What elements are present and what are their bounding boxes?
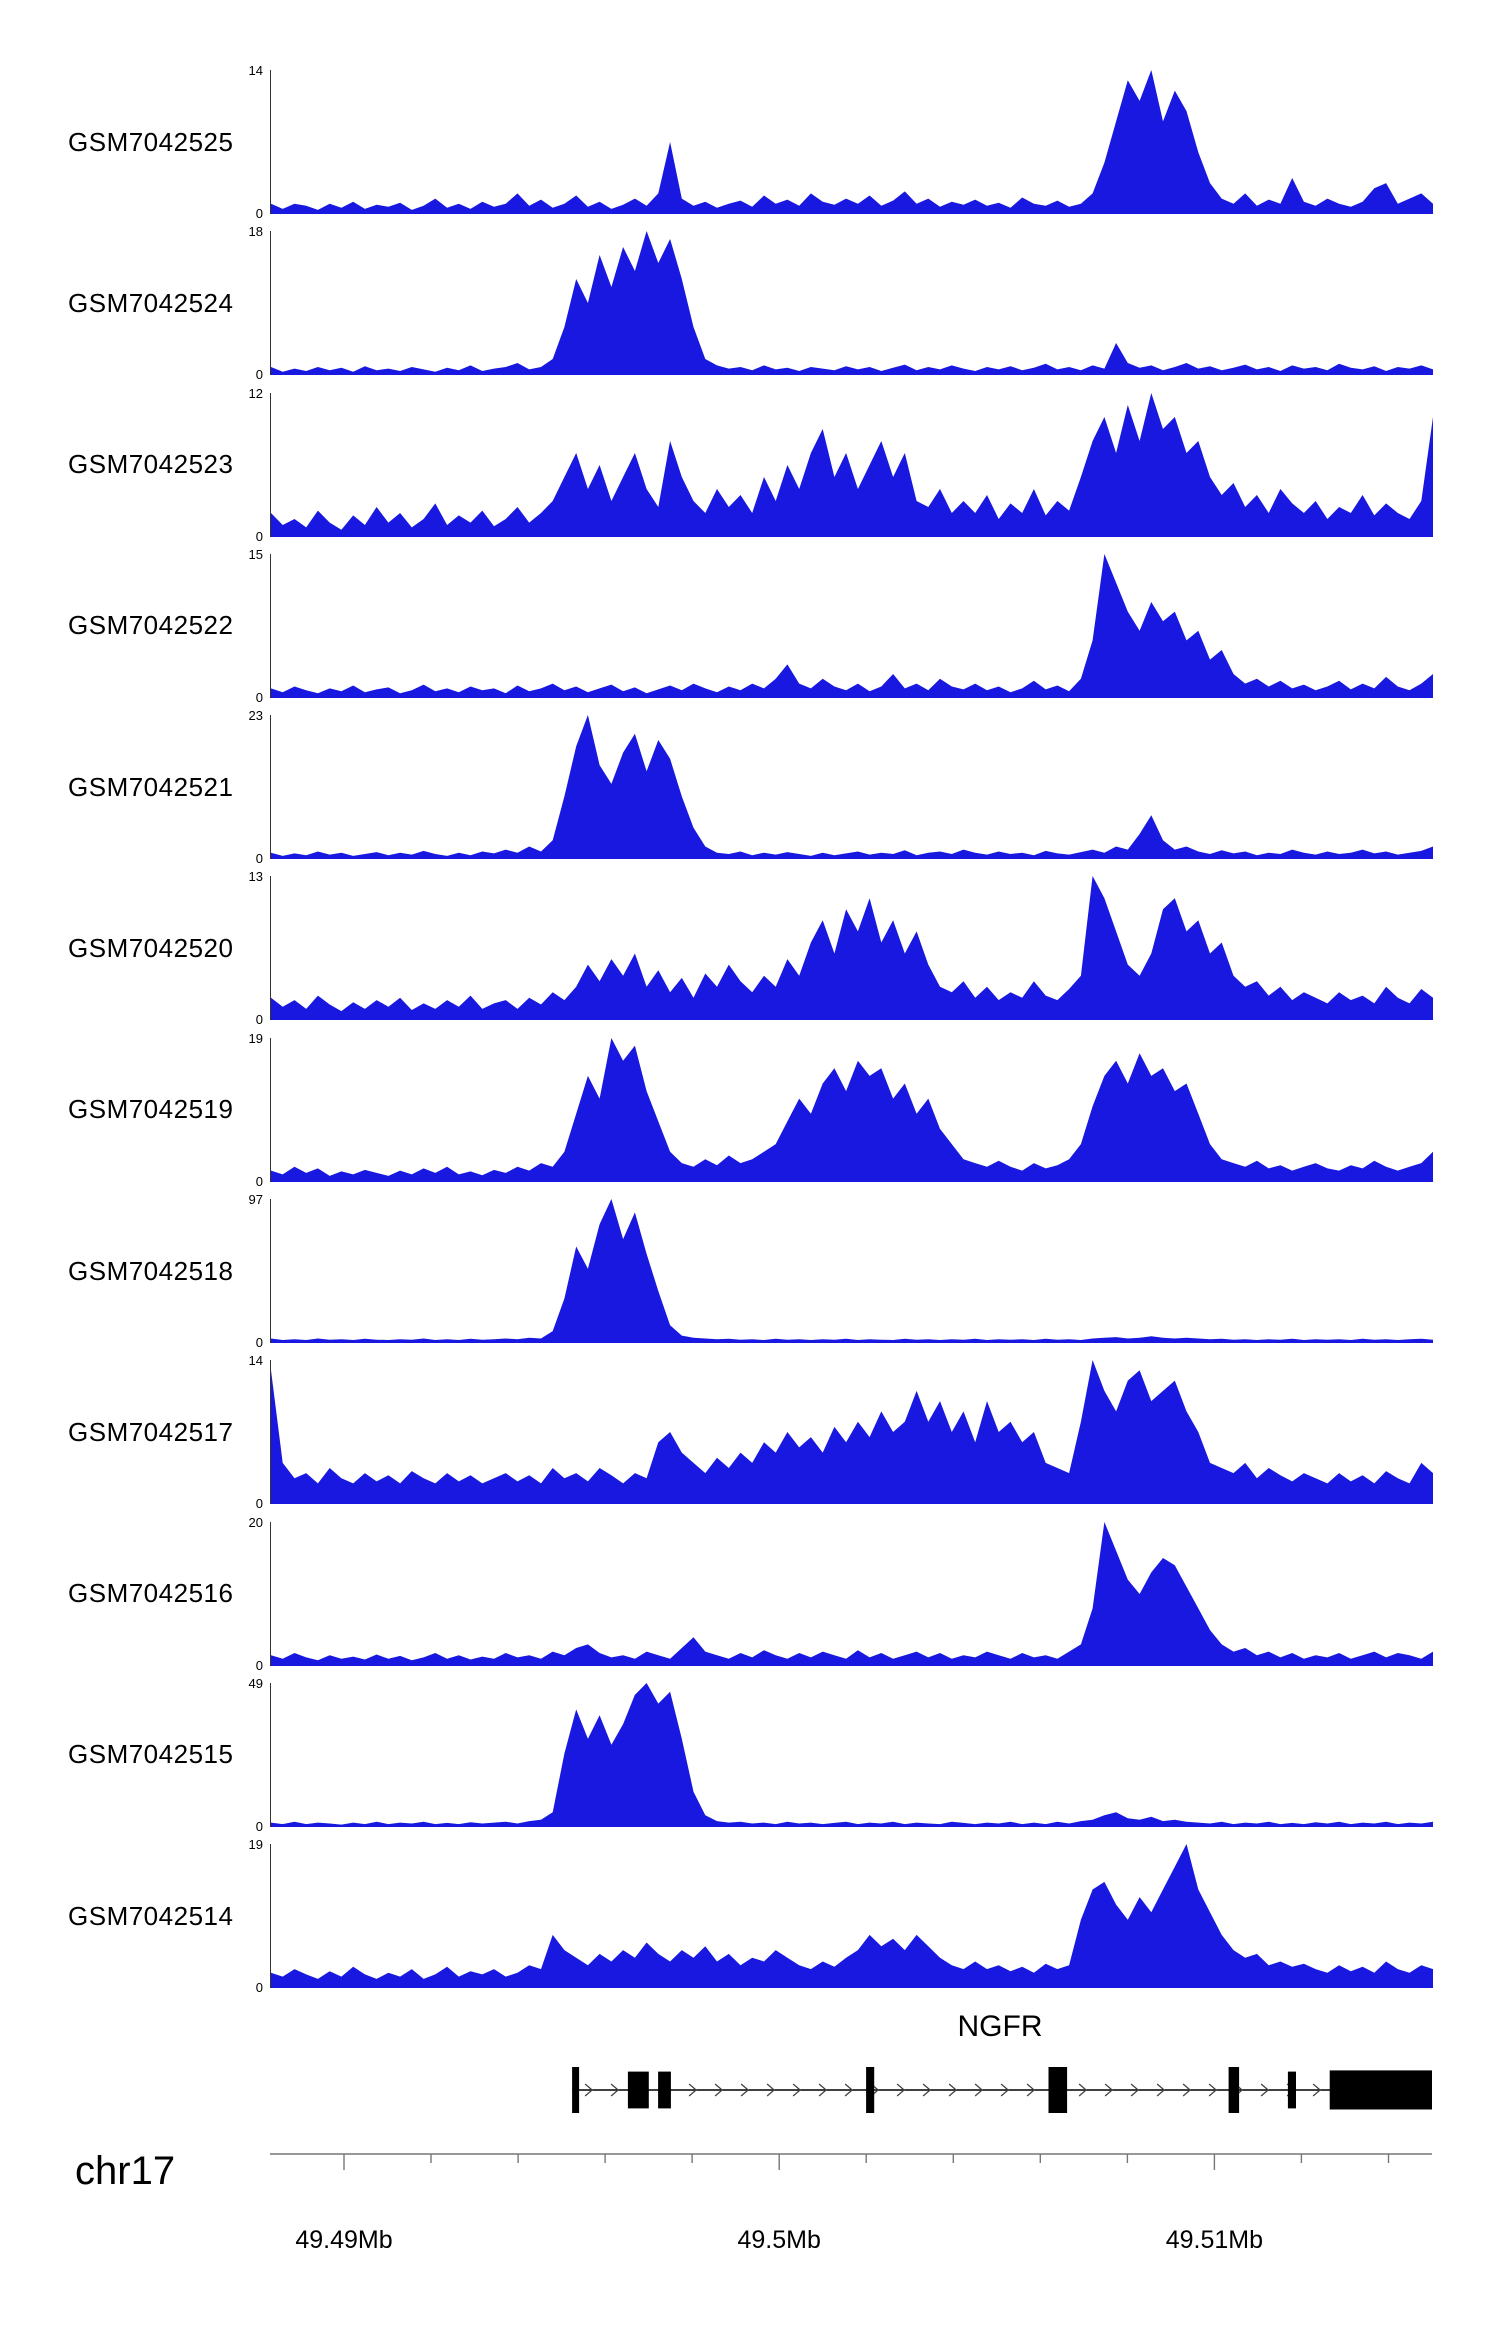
coverage-track: GSM7042521 23 0 — [0, 708, 1500, 866]
track-label: GSM7042519 — [68, 1094, 234, 1125]
track-label: GSM7042522 — [68, 610, 234, 641]
coverage-signal — [271, 1037, 1433, 1182]
ruler-tick-label: 49.51Mb — [1165, 2226, 1264, 2254]
track-yzero-label: 0 — [255, 1980, 263, 1996]
track-yzero-label: 0 — [255, 689, 263, 705]
track-ymax-label: 14 — [248, 1353, 263, 1369]
coverage-track: GSM7042519 19 0 — [0, 1031, 1500, 1189]
track-label: GSM7042515 — [68, 1739, 234, 1770]
track-plot: 19 0 — [249, 1031, 1433, 1189]
track-plot: 20 0 — [249, 1515, 1433, 1673]
track-yzero-label: 0 — [255, 1012, 263, 1028]
coverage-track: GSM7042515 49 0 — [0, 1676, 1500, 1834]
genome-ruler — [270, 2153, 1432, 2170]
track-yzero-label: 0 — [255, 528, 263, 544]
coverage-signal — [271, 1844, 1433, 1989]
track-plot: 97 0 — [249, 1192, 1433, 1350]
coverage-signal — [271, 231, 1433, 376]
track-ymax-label: 15 — [248, 546, 263, 562]
track-label: GSM7042516 — [68, 1578, 234, 1609]
track-yzero-label: 0 — [255, 1657, 263, 1673]
coverage-signal — [271, 715, 1433, 860]
ruler-tick-label: 49.5Mb — [737, 2226, 821, 2254]
track-yzero-label: 0 — [255, 851, 263, 867]
coverage-track: GSM7042522 15 0 — [0, 547, 1500, 705]
coverage-track: GSM7042518 97 0 — [0, 1192, 1500, 1350]
coverage-signal — [271, 392, 1433, 537]
coverage-signal — [271, 1199, 1433, 1344]
track-label: GSM7042525 — [68, 126, 234, 157]
track-yzero-label: 0 — [255, 206, 263, 221]
coverage-track: GSM7042514 19 0 — [0, 1837, 1500, 1995]
coverage-signal — [271, 1682, 1433, 1827]
track-ymax-label: 20 — [248, 1514, 263, 1530]
track-label: GSM7042521 — [68, 771, 234, 802]
track-label: GSM7042518 — [68, 1255, 234, 1286]
coverage-track: GSM7042520 13 0 — [0, 869, 1500, 1027]
gene-model — [572, 2067, 1432, 2113]
track-ymax-label: 23 — [248, 708, 263, 724]
coverage-track: GSM7042523 12 0 — [0, 386, 1500, 544]
track-yzero-label: 0 — [255, 1335, 263, 1351]
coverage-signal — [271, 70, 1433, 214]
track-label: GSM7042514 — [68, 1900, 234, 1931]
track-plot: 14 0 — [249, 1353, 1433, 1511]
coverage-track: GSM7042517 14 0 — [0, 1353, 1500, 1511]
coverage-signal — [271, 1360, 1433, 1505]
coverage-signal — [271, 1521, 1433, 1666]
track-ymax-label: 19 — [248, 1837, 263, 1853]
ruler-tick-label: 49.49Mb — [295, 2226, 393, 2254]
track-ymax-label: 12 — [248, 385, 263, 401]
coverage-track: GSM7042516 20 0 — [0, 1515, 1500, 1673]
track-label: GSM7042524 — [68, 287, 234, 318]
track-label: GSM7042520 — [68, 932, 234, 963]
track-ymax-label: 19 — [248, 1030, 263, 1046]
track-plot: 15 0 — [249, 547, 1433, 705]
track-plot: 13 0 — [249, 869, 1433, 1027]
track-ymax-label: 97 — [248, 1192, 263, 1208]
track-plot: 23 0 — [249, 708, 1433, 866]
track-yzero-label: 0 — [255, 1173, 263, 1189]
coverage-track: GSM7042525 14 0 — [0, 63, 1500, 221]
track-yzero-label: 0 — [255, 1496, 263, 1512]
coverage-signal — [271, 876, 1433, 1021]
track-ymax-label: 49 — [248, 1675, 263, 1691]
track-plot: 12 0 — [249, 386, 1433, 544]
track-plot: 14 0 — [249, 63, 1433, 221]
track-plot: 49 0 — [249, 1676, 1433, 1834]
track-label: GSM7042517 — [68, 1416, 234, 1447]
tracks-container: GSM7042525 14 0 GSM7042524 18 0 GSM70425… — [0, 63, 1500, 2006]
gene-name-label: NGFR — [957, 2010, 1043, 2043]
track-plot: 18 0 — [249, 224, 1433, 382]
track-ymax-label: 13 — [248, 869, 263, 885]
chromosome-label: chr17 — [75, 2149, 176, 2193]
track-yzero-label: 0 — [255, 1818, 263, 1834]
coverage-track: GSM7042524 18 0 — [0, 224, 1500, 382]
track-label: GSM7042523 — [68, 449, 234, 480]
coverage-signal — [271, 553, 1433, 698]
track-yzero-label: 0 — [255, 367, 263, 383]
track-ymax-label: 18 — [248, 224, 263, 240]
track-plot: 19 0 — [249, 1837, 1433, 1995]
track-ymax-label: 14 — [248, 63, 263, 78]
